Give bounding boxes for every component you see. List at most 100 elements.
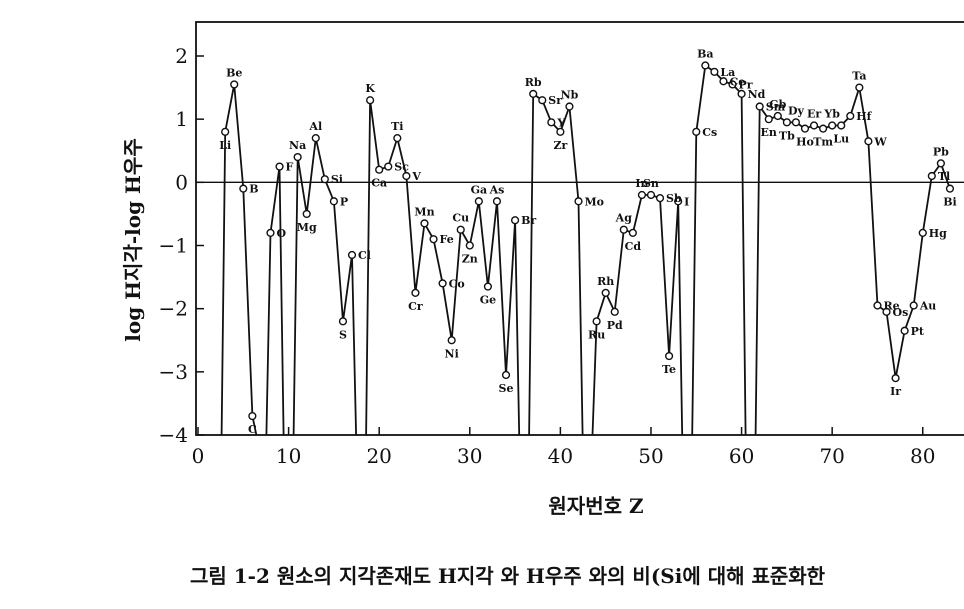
element-label: Y (556, 116, 565, 129)
element-label: Na (289, 139, 306, 152)
element-label: I (684, 195, 689, 208)
element-label: Co (449, 277, 465, 290)
data-point (366, 96, 375, 105)
y-tick-label: −2 (159, 297, 188, 321)
series-line (591, 194, 684, 436)
element-label: Sr (548, 94, 562, 107)
x-tick-label: 40 (548, 444, 573, 468)
element-label: Hf (856, 110, 872, 123)
data-point (447, 336, 456, 345)
x-tick-label: 0 (192, 444, 205, 468)
element-label: V (411, 170, 421, 183)
element-label: Si (331, 173, 343, 186)
data-points (221, 61, 955, 421)
data-point (846, 111, 855, 121)
data-point (420, 219, 429, 228)
element-label: As (489, 183, 505, 196)
element-label: Te (662, 363, 676, 376)
data-point (393, 134, 402, 143)
data-point (664, 351, 674, 361)
element-label: Nd (748, 88, 766, 101)
data-point (701, 61, 710, 70)
x-axis: 0 10 20 30 40 50 60 70 80 (192, 427, 935, 468)
element-label: Pt (911, 325, 925, 338)
x-tick-label: 20 (366, 444, 391, 468)
x-tick-label: 70 (819, 444, 844, 468)
data-point (429, 235, 438, 244)
series-line (265, 165, 285, 436)
data-point (619, 225, 628, 234)
y-tick-label: 0 (175, 170, 188, 194)
plot-frame (195, 21, 964, 436)
data-point (764, 115, 773, 124)
data-point (474, 197, 483, 206)
data-point (529, 89, 538, 99)
element-label: Li (219, 139, 231, 152)
element-label: Lu (833, 132, 849, 145)
data-point (438, 279, 447, 288)
element-label: Ca (371, 177, 387, 190)
element-label: Mg (297, 221, 317, 234)
data-point (909, 301, 918, 310)
x-axis-title: 원자번호 Z (548, 494, 643, 518)
element-label: Sm (766, 101, 786, 114)
data-point (737, 89, 746, 99)
data-point (547, 118, 556, 127)
y-tick-label: 2 (175, 44, 188, 68)
data-point (918, 228, 927, 237)
x-tick-label: 60 (729, 444, 754, 468)
element-label: W (873, 135, 887, 148)
data-point (936, 159, 945, 168)
element-label: Mn (414, 205, 434, 218)
element-label: Cs (702, 126, 717, 139)
element-label: Sc (394, 161, 409, 174)
data-point (791, 118, 801, 127)
data-point (320, 175, 329, 184)
data-point (719, 77, 728, 86)
x-tick-label: 30 (457, 444, 482, 468)
element-label: Rh (597, 275, 614, 288)
element-label: Ba (697, 47, 713, 60)
element-label: P (340, 195, 348, 208)
element-label: Ir (890, 385, 901, 398)
data-point (610, 307, 619, 316)
data-point (755, 102, 764, 111)
data-point (375, 165, 384, 174)
x-tick-label: 10 (276, 444, 301, 468)
data-point (465, 241, 474, 250)
y-tick-label: 1 (175, 107, 188, 131)
element-label: Nb (561, 89, 579, 102)
data-point (773, 111, 782, 121)
element-label: Ni (445, 347, 459, 360)
data-point (347, 250, 357, 260)
data-point (855, 83, 864, 92)
data-point (329, 197, 338, 206)
data-point (882, 307, 891, 316)
element-label: Ge (480, 294, 496, 307)
element-label: La (720, 66, 735, 79)
data-point (873, 301, 882, 310)
data-point (230, 80, 239, 89)
data-point (275, 162, 284, 171)
element-label: Br (521, 214, 536, 227)
series-line (365, 99, 521, 436)
data-point (945, 184, 955, 193)
element-label: Zr (553, 139, 567, 152)
data-point (338, 317, 348, 326)
data-point (492, 197, 502, 206)
data-point (637, 190, 647, 200)
element-label: En (761, 126, 777, 139)
element-label: C (248, 423, 257, 436)
element-label: F (286, 161, 294, 174)
data-point (728, 80, 737, 89)
element-label: B (249, 183, 258, 196)
series-line-group (220, 64, 951, 436)
data-point (628, 228, 637, 237)
element-label: Hg (929, 227, 947, 240)
data-point (456, 225, 465, 234)
data-point (782, 118, 791, 127)
data-point (501, 370, 511, 380)
series-line (220, 83, 258, 436)
series-line (691, 64, 747, 436)
